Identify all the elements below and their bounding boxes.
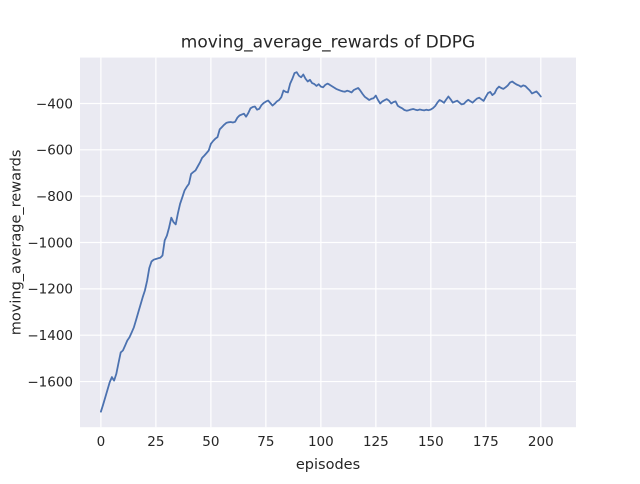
chart-title: moving_average_rewards of DDPG [181, 33, 475, 53]
reward-line-series [100, 71, 542, 413]
y-tick-label: −800 [36, 189, 73, 205]
x-tick-labels: 0 25 50 75 100 125 150 175 200 [97, 434, 554, 450]
x-tick-label: 50 [202, 434, 219, 450]
x-axis-label: episodes [296, 457, 360, 473]
x-tick-label: 0 [97, 434, 106, 450]
x-tick-label: 200 [528, 434, 554, 450]
y-tick-label: −1400 [27, 328, 73, 344]
y-tick-label: −1600 [27, 374, 73, 390]
y-tick-label: −1200 [27, 282, 73, 298]
x-tick-label: 175 [473, 434, 499, 450]
y-axis-label: moving_average_rewards [9, 150, 25, 336]
y-tick-label: −1000 [27, 235, 73, 251]
y-tick-labels: −400 −600 −800 −1000 −1200 −1400 −1600 [27, 96, 73, 390]
x-tick-label: 25 [147, 434, 164, 450]
x-tick-label: 150 [418, 434, 444, 450]
gridlines [80, 57, 576, 428]
y-tick-label: −400 [36, 96, 73, 112]
x-tick-label: 100 [308, 434, 334, 450]
x-tick-label: 125 [363, 434, 389, 450]
x-tick-label: 75 [257, 434, 274, 450]
y-tick-label: −600 [36, 143, 73, 159]
